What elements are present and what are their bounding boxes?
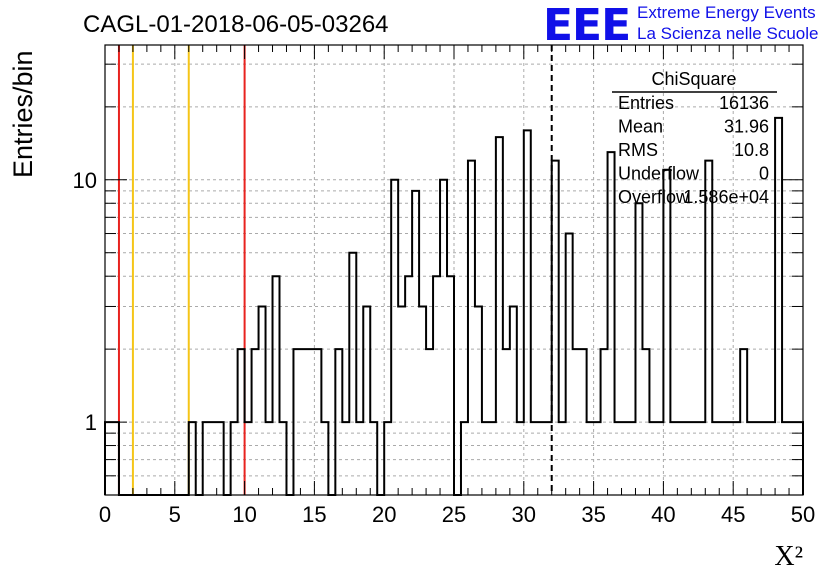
x-tick-label: 10 bbox=[232, 502, 256, 527]
x-tick-label: 35 bbox=[581, 502, 605, 527]
stats-row-value: 16136 bbox=[719, 93, 769, 113]
axis-ticks bbox=[104, 45, 804, 495]
stats-row-label: Underflow bbox=[618, 164, 700, 184]
x-tick-label: 20 bbox=[372, 502, 396, 527]
x-tick-label: 40 bbox=[651, 502, 675, 527]
x-tick-label: 25 bbox=[442, 502, 466, 527]
x-tick-label: 0 bbox=[99, 502, 111, 527]
x-tick-labels: 0 5 10 15 20 25 30 35 40 45 50 bbox=[99, 502, 815, 527]
stats-row-label: Mean bbox=[618, 117, 663, 137]
histogram-outline bbox=[104, 116, 804, 496]
stats-row-value: 10.8 bbox=[734, 140, 769, 160]
y-axis-label: Entries/bin bbox=[8, 50, 38, 178]
x-tick-label: 45 bbox=[721, 502, 745, 527]
stats-row-value: 1.586e+04 bbox=[683, 187, 769, 207]
logo-text-line1: Extreme Energy Events bbox=[637, 3, 816, 22]
stats-row-label: Entries bbox=[618, 93, 674, 113]
y-tick-label: 1 bbox=[85, 410, 97, 435]
stats-title: ChiSquare bbox=[651, 69, 736, 89]
stats-row-value: 0 bbox=[759, 164, 769, 184]
x-axis-label: X² bbox=[774, 541, 803, 572]
stats-row-label: Overflow bbox=[618, 187, 690, 207]
stats-row-label: RMS bbox=[618, 140, 658, 160]
x-tick-label: 15 bbox=[302, 502, 326, 527]
eee-logo: EEE bbox=[543, 0, 631, 51]
x-tick-label: 5 bbox=[169, 502, 181, 527]
x-tick-label: 50 bbox=[791, 502, 815, 527]
x-tick-label: 30 bbox=[512, 502, 536, 527]
stats-box: ChiSquare Entries 16136 Mean 31.96 RMS 10.8 Un… bbox=[612, 69, 777, 207]
logo-text-line2: La Scienza nelle Scuole bbox=[637, 24, 819, 43]
y-tick-label: 10 bbox=[73, 168, 97, 193]
chart-title: CAGL-01-2018-06-05-03264 bbox=[83, 11, 389, 38]
stats-row-value: 31.96 bbox=[724, 117, 769, 137]
y-tick-labels: 1 10 bbox=[73, 168, 97, 435]
